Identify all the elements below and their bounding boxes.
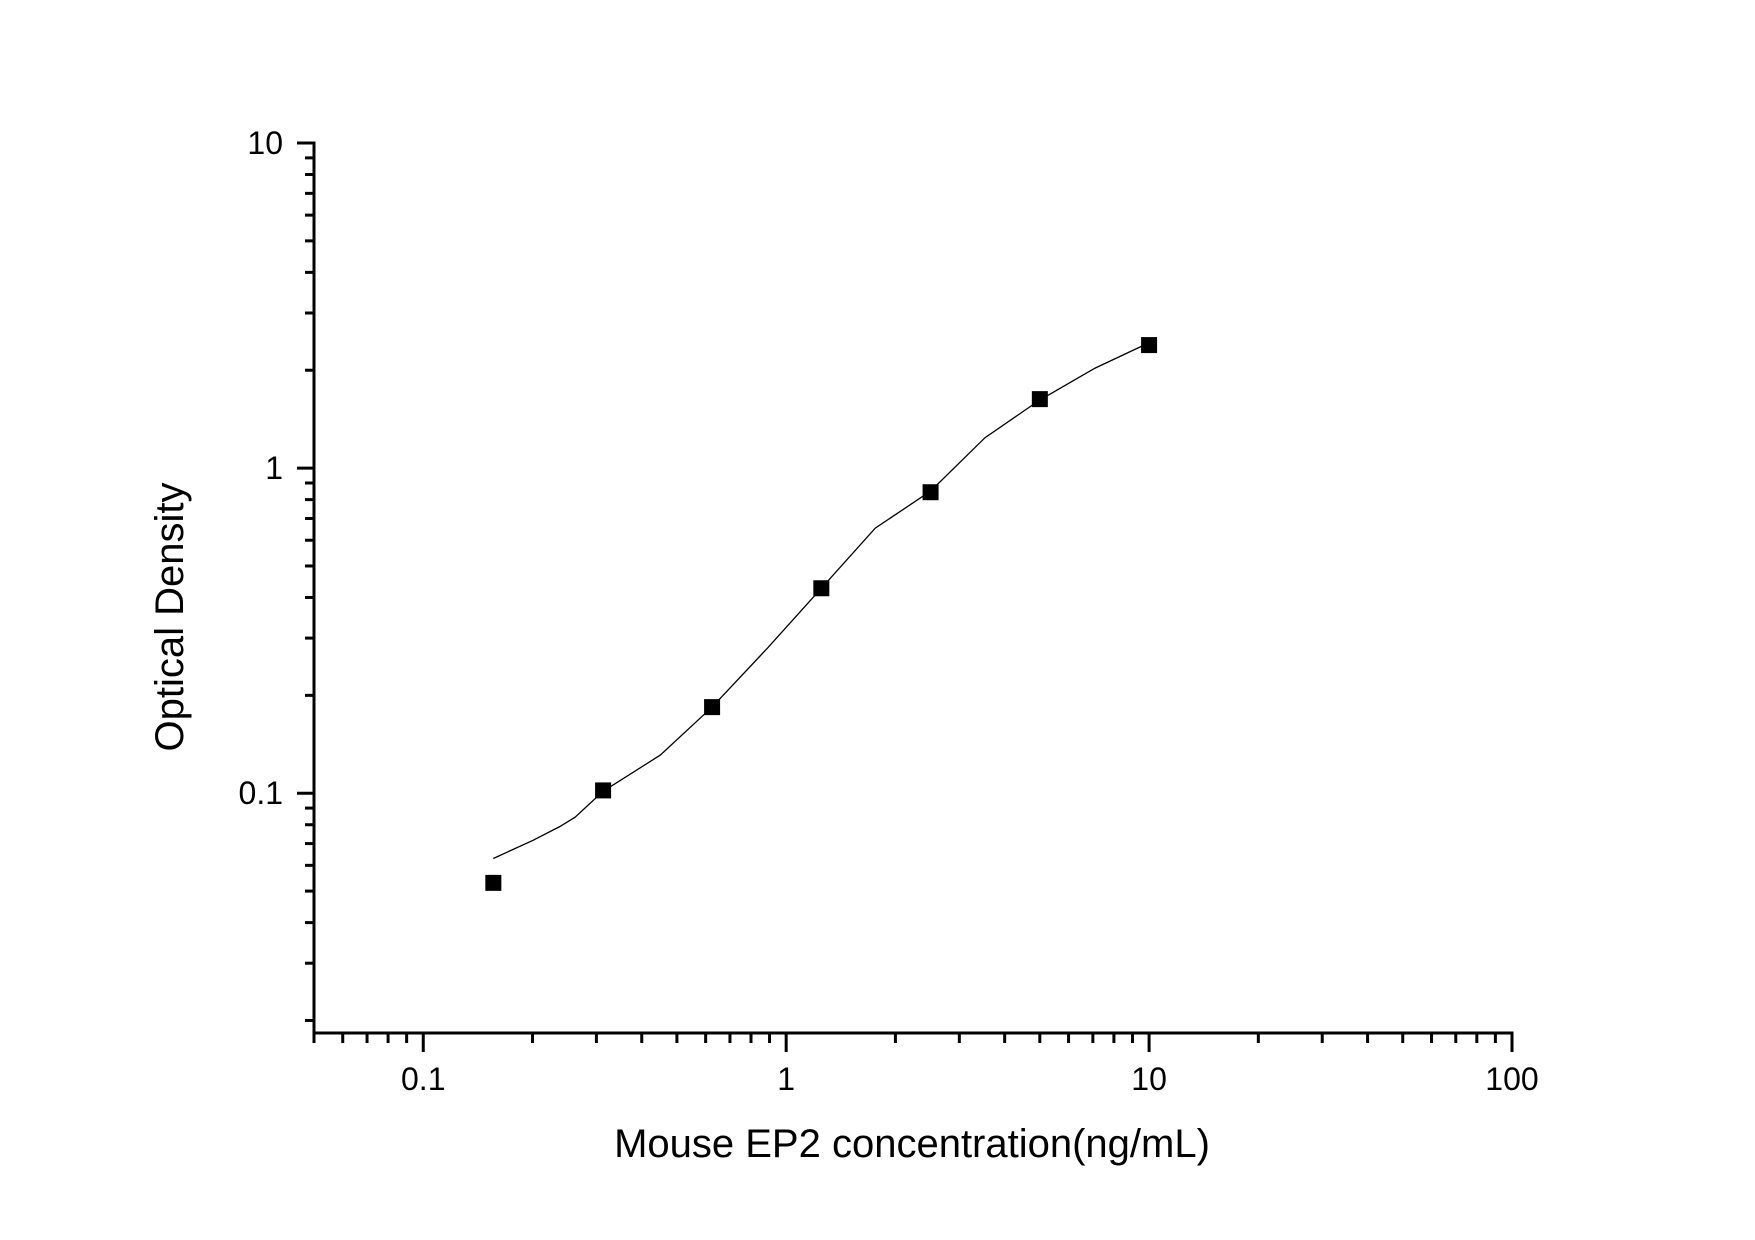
data-point-marker bbox=[595, 782, 612, 799]
data-point-marker bbox=[485, 874, 502, 891]
y-tick-label: 0.1 bbox=[239, 775, 283, 811]
data-point-markers bbox=[485, 337, 1158, 891]
x-tick-label: 0.1 bbox=[401, 1061, 445, 1097]
x-tick-label: 100 bbox=[1485, 1061, 1538, 1097]
y-axis-tick-labels: 0.1 1 10 bbox=[239, 125, 283, 811]
data-point-marker bbox=[1141, 337, 1158, 354]
x-tick-label: 1 bbox=[777, 1061, 795, 1097]
x-axis-tick-labels: 0.1 1 10 100 bbox=[401, 1061, 1539, 1097]
y-axis-title: Optical Density bbox=[148, 483, 192, 752]
y-tick-label: 1 bbox=[265, 450, 283, 486]
x-axis-title: Mouse EP2 concentration(ng/mL) bbox=[614, 1122, 1210, 1166]
x-axis-major-ticks bbox=[421, 1033, 1514, 1052]
y-axis-major-ticks bbox=[297, 141, 314, 795]
data-point-marker bbox=[922, 484, 939, 501]
x-axis-minor-ticks bbox=[312, 1033, 1497, 1043]
x-tick-label: 10 bbox=[1131, 1061, 1167, 1097]
data-point-marker bbox=[1031, 391, 1048, 408]
data-point-marker bbox=[813, 580, 830, 597]
y-tick-label: 10 bbox=[247, 125, 283, 161]
data-point-marker bbox=[704, 699, 721, 716]
fitted-curve bbox=[493, 342, 1150, 860]
